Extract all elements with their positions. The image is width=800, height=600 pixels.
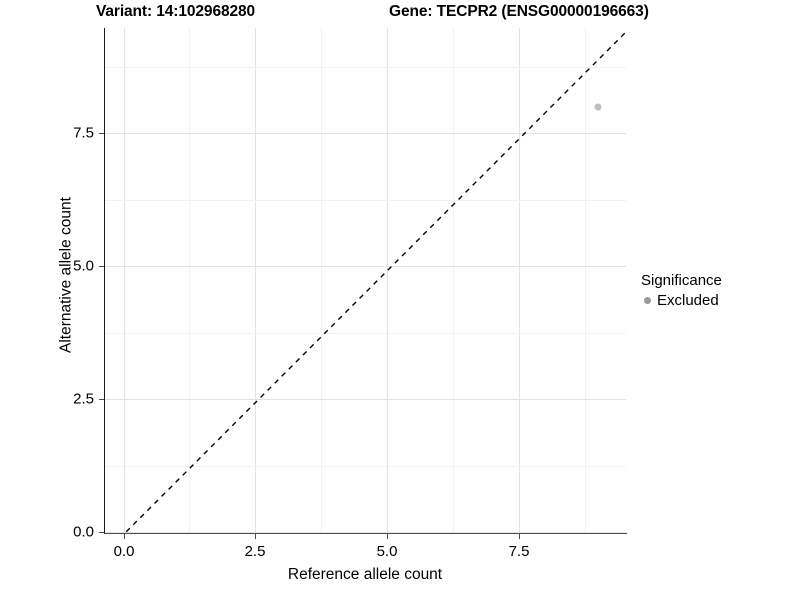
plot-panel [105, 28, 626, 533]
gridline-major-horizontal [105, 133, 626, 134]
gridline-major-horizontal [105, 532, 626, 533]
y-tick-mark [99, 532, 104, 533]
x-tick-label: 0.0 [113, 543, 135, 560]
data-point[interactable] [594, 103, 602, 111]
y-tick-label: 2.5 [73, 390, 94, 408]
y-axis-label: Alternative allele count [57, 197, 75, 353]
gridline-minor-vertical [189, 28, 190, 533]
gridline-minor-vertical [585, 28, 586, 533]
y-axis-line [104, 28, 106, 534]
legend-item-label: Excluded [657, 292, 719, 309]
gene-title: Gene: TECPR2 (ENSG00000196663) [389, 3, 649, 20]
y-tick-label: 7.5 [73, 124, 94, 142]
gridline-minor-vertical [321, 28, 322, 533]
y-tick-label: 0.0 [73, 523, 94, 541]
gridline-minor-vertical [453, 28, 454, 533]
x-tick-label: 5.0 [376, 543, 398, 560]
y-tick-mark [99, 266, 104, 267]
y-tick-label: 5.0 [73, 257, 94, 275]
gridline-major-horizontal [105, 399, 626, 400]
gridline-minor-horizontal [105, 466, 626, 467]
gridline-major-horizontal [105, 266, 626, 267]
x-tick-label: 2.5 [244, 543, 266, 560]
x-tick-label: 7.5 [508, 543, 530, 560]
legend: Significance Excluded [638, 272, 798, 310]
x-tick-mark [387, 534, 388, 539]
diagonal-reference-line [124, 31, 626, 533]
gridline-minor-horizontal [105, 333, 626, 334]
legend-item-excluded[interactable]: Excluded [638, 291, 798, 310]
legend-key-excluded [638, 291, 657, 310]
gridline-major-vertical [255, 28, 256, 533]
x-axis-label: Reference allele count [287, 566, 443, 583]
gridline-minor-horizontal [105, 200, 626, 201]
chart-title-row: Variant: 14:102968280 Gene: TECPR2 (ENSG… [0, 0, 800, 26]
x-tick-mark [519, 534, 520, 539]
x-tick-mark [255, 534, 256, 539]
legend-title: Significance [641, 272, 722, 289]
gridline-major-vertical [387, 28, 388, 533]
gridline-major-vertical [124, 28, 125, 533]
gridline-major-vertical [519, 28, 520, 533]
gridline-minor-horizontal [105, 67, 626, 68]
circle-marker-icon [644, 297, 651, 304]
variant-title: Variant: 14:102968280 [96, 3, 256, 20]
y-tick-mark [99, 399, 104, 400]
y-tick-mark [99, 133, 104, 134]
x-axis-line [104, 533, 627, 535]
x-tick-mark [124, 534, 125, 539]
